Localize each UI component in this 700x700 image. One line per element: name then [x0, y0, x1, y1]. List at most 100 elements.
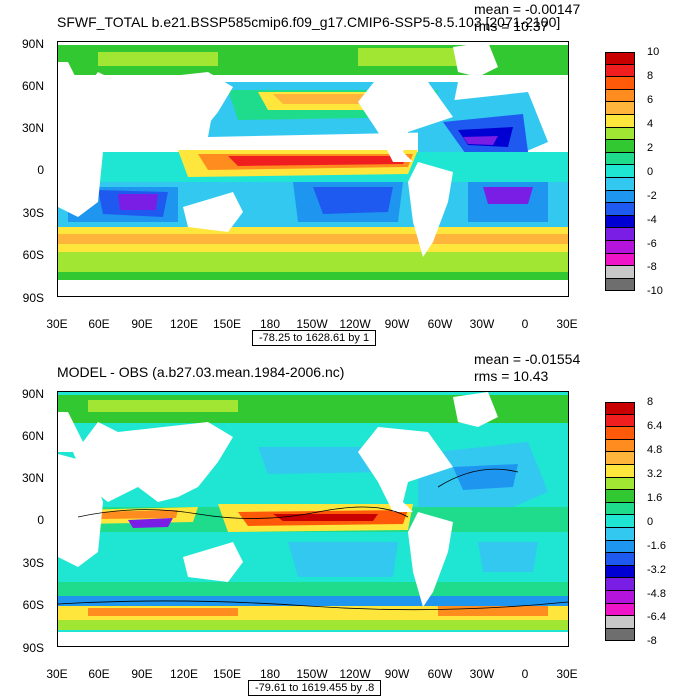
colorbar-swatch [605, 240, 635, 254]
top-panel: SFWF_TOTAL b.e21.BSSP585cmip6.f09_g17.CM… [21, 1, 663, 346]
panel-title: SFWF_TOTAL b.e21.BSSP585cmip6.f09_g17.CM… [57, 14, 561, 30]
lon-label: 90W [384, 667, 410, 681]
colorbar-swatch [605, 427, 635, 440]
lon-label: 0 [521, 317, 529, 331]
rms-value: rms = 10.43 [474, 368, 549, 384]
lon-label: 150W [296, 667, 328, 681]
colorbar-swatch [605, 114, 635, 128]
colorbar-swatch [605, 102, 635, 115]
colorbar-swatch [605, 266, 635, 279]
rms-value: rms = 10.37 [474, 18, 549, 34]
contour-range-label: -79.61 to 1619.455 by .8 [248, 680, 382, 696]
colorbar-label: -10 [647, 285, 663, 298]
colorbar-label: -2 [647, 189, 657, 202]
colorbar-label: 6.4 [647, 419, 663, 432]
colorbar-swatch [605, 253, 635, 267]
colorbar-label: 10 [647, 46, 660, 58]
colorbar-swatch [605, 578, 635, 591]
lon-label: 30W [469, 317, 495, 331]
colorbar-swatch [605, 540, 635, 554]
lon-label: 120E [169, 667, 199, 681]
colorbar-swatch [605, 127, 635, 141]
colorbar-swatch [605, 228, 635, 241]
colorbar-swatch [605, 215, 635, 229]
colorbar-swatch [605, 603, 635, 617]
colorbar-swatch [605, 152, 635, 166]
colorbar-label: 8 [647, 69, 654, 82]
colorbar-swatch [605, 77, 635, 90]
colorbar-swatch [605, 52, 635, 65]
lon-label: 150E [212, 667, 242, 681]
lon-label: 90E [131, 317, 153, 331]
lat-label: 60N [21, 79, 44, 93]
lon-label: 120W [339, 667, 371, 681]
lon-label: 60E [88, 317, 110, 331]
colorbar-swatch [605, 177, 635, 191]
lon-label: 180 [259, 317, 281, 331]
colorbar-label: -6.4 [647, 611, 666, 624]
colorbar-swatch [605, 515, 635, 528]
model-obs-difference-field [58, 392, 568, 646]
colorbar-swatch [605, 553, 635, 566]
colorbar [605, 52, 635, 292]
lat-label: 60S [22, 598, 44, 612]
lat-label: 0 [37, 513, 44, 527]
lon-label: 30E [556, 317, 578, 331]
lon-label: 120W [339, 317, 371, 331]
colorbar-label: 0 [647, 165, 654, 178]
lon-label: 90E [131, 667, 153, 681]
colorbar-swatch [605, 89, 635, 103]
lat-label: 90S [22, 641, 44, 655]
lat-label: 90N [21, 387, 44, 401]
colorbar-label: -6 [647, 237, 657, 250]
colorbar-label: 4.8 [647, 443, 663, 456]
lon-label: 30W [469, 667, 495, 681]
lon-label: 90W [384, 317, 410, 331]
lat-label: 60N [21, 429, 44, 443]
colorbar-swatch [605, 439, 635, 453]
colorbar-swatch [605, 502, 635, 516]
map-plot [57, 41, 569, 297]
sfwf-total-field [58, 42, 568, 296]
colorbar-swatch [605, 402, 635, 415]
lon-label: 0 [521, 667, 529, 681]
lon-label: 60W [427, 317, 453, 331]
mean-value: mean = -0.01554 [474, 351, 581, 367]
map-plot [57, 391, 569, 647]
lat-label: 60S [22, 248, 44, 262]
contour-range-label: -78.25 to 1628.61 by 1 [252, 330, 377, 346]
lon-label: 180 [259, 667, 281, 681]
colorbar-label: -8 [647, 261, 657, 274]
colorbar-swatch [605, 452, 635, 465]
lat-label: 0 [37, 163, 44, 177]
lat-label: 30S [22, 206, 44, 220]
colorbar-swatch [605, 140, 635, 153]
colorbar-swatch [605, 628, 635, 642]
colorbar-swatch [605, 477, 635, 491]
colorbar-label: 6 [647, 93, 654, 106]
lat-label: 30N [21, 471, 44, 485]
colorbar-label: 0 [647, 515, 654, 528]
colorbar-swatch [605, 490, 635, 503]
mean-value: mean = -0.00147 [474, 1, 581, 17]
colorbar-swatch [605, 190, 635, 204]
lon-label: 150E [212, 317, 242, 331]
colorbar-swatch [605, 278, 635, 292]
colorbar-swatch [605, 565, 635, 579]
panel-title: MODEL - OBS (a.b27.03.mean.1984-2006.nc) [57, 364, 345, 380]
colorbar-label: -8 [647, 635, 657, 648]
lon-label: 60W [427, 667, 453, 681]
lon-label: 30E [46, 317, 68, 331]
colorbar-label: 4 [647, 117, 654, 130]
lat-label: 90N [21, 37, 44, 51]
colorbar-swatch [605, 165, 635, 178]
lat-label: 30S [22, 556, 44, 570]
colorbar-swatch [605, 616, 635, 629]
lat-label: 90S [22, 291, 44, 305]
colorbar-label: 3.2 [647, 467, 663, 480]
colorbar-swatch [605, 527, 635, 541]
colorbar-label: -4 [647, 213, 657, 226]
lat-label: 30N [21, 121, 44, 135]
colorbar-label: 1.6 [647, 491, 663, 504]
colorbar-label: -1.6 [647, 539, 666, 552]
